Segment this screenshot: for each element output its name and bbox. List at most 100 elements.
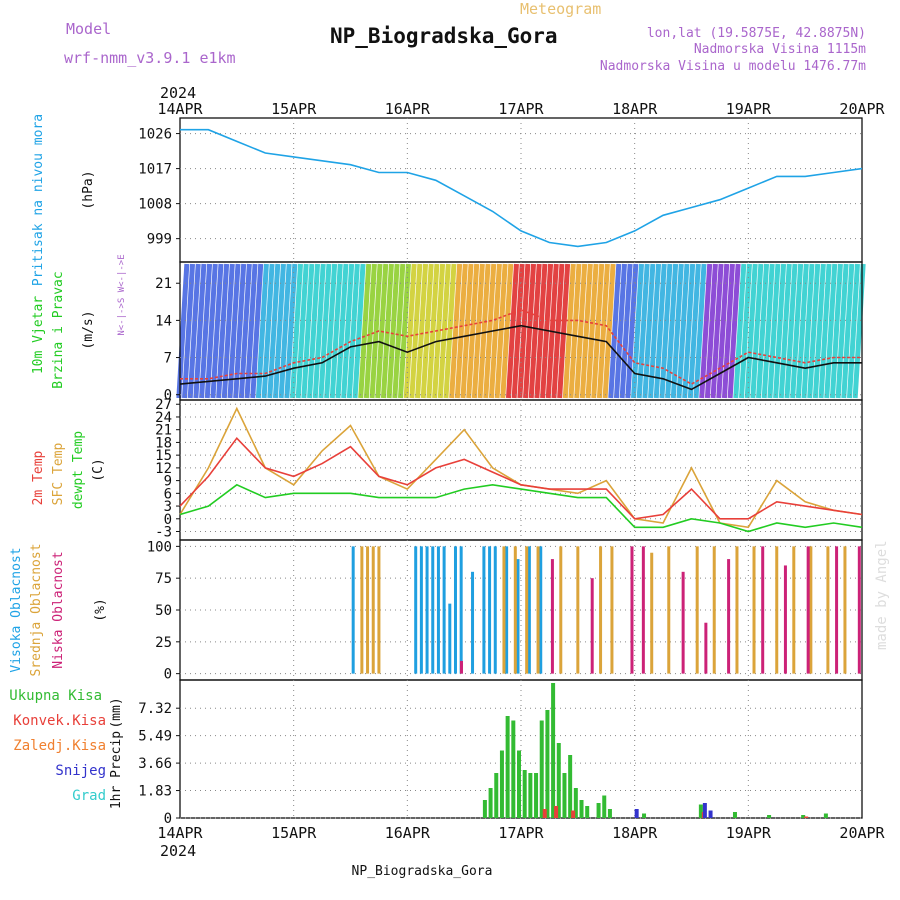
bar-mid	[599, 546, 603, 674]
wind-barb	[846, 263, 860, 399]
panel-frame	[179, 117, 863, 263]
bar-total	[698, 804, 703, 818]
wind-barb	[341, 263, 355, 399]
wind-barb	[665, 263, 679, 399]
bar-mid	[366, 546, 370, 674]
bar-mid	[360, 546, 364, 674]
wind-barb	[619, 263, 633, 399]
wind-barb	[420, 263, 434, 399]
bar-total	[551, 683, 556, 818]
wind-barb	[187, 263, 201, 399]
wind-barb	[255, 263, 269, 399]
bar-total	[823, 813, 828, 818]
bar-total	[488, 788, 493, 818]
ytick-label: 27	[155, 397, 172, 413]
model-label: Model	[66, 20, 111, 38]
bar-high	[431, 546, 435, 674]
wind-barb	[613, 263, 627, 399]
wind-barb	[562, 263, 576, 399]
wind-barb	[602, 263, 616, 399]
watermark: made by Angel	[874, 540, 890, 650]
bar-total	[528, 773, 533, 818]
wind-barb	[443, 263, 457, 399]
precip-ylabel: 1hr Precip	[109, 731, 124, 809]
pressure-ylabel: Pritisak na nivou mora	[31, 114, 46, 286]
wind-barb	[648, 263, 662, 399]
xtick-label-top: 18APR	[612, 100, 658, 118]
wind-barb	[579, 263, 593, 399]
bar-low	[590, 578, 594, 674]
wind-barb	[477, 263, 491, 399]
ytick-label: 0	[164, 811, 172, 827]
bar-low	[727, 559, 731, 674]
wind-barb	[795, 263, 809, 399]
ytick-label: 5.49	[138, 729, 172, 745]
wind-barb	[307, 263, 321, 399]
bar-low	[681, 571, 685, 674]
wind-barb	[778, 263, 792, 399]
wind-barb	[574, 263, 588, 399]
xtick-label-bottom: 18APR	[612, 824, 658, 842]
bar-total	[505, 716, 510, 818]
wind-barb	[193, 263, 207, 399]
ytick-label: 75	[155, 571, 172, 587]
bar-total	[517, 750, 521, 818]
wind-barb	[290, 263, 304, 399]
bar-total	[767, 815, 772, 818]
wind-barb	[670, 263, 684, 399]
bar-high	[351, 546, 355, 674]
wind-barb	[756, 263, 770, 399]
wind-barb	[437, 263, 451, 399]
temp-ylabel-2: SFC Temp	[51, 443, 66, 506]
temp-ylabel-3: dewpt Temp	[71, 431, 86, 509]
year-bottom: 2024	[160, 842, 196, 860]
lonlat-label: lon,lat (19.5875E, 42.8875N)	[647, 26, 866, 41]
bar-mid	[610, 546, 614, 674]
ytick-label: 100	[147, 539, 172, 555]
ytick-label: 0	[164, 667, 172, 683]
temp-unit: (C)	[91, 458, 106, 481]
series-line-gust	[180, 308, 862, 386]
cloud-ylabel-2: Srednja Oblacnost	[29, 543, 44, 676]
bar-total	[534, 773, 539, 818]
bar-mid	[826, 546, 830, 674]
wind-barb	[841, 263, 855, 399]
wind-barb	[358, 263, 372, 399]
wind-barb	[653, 263, 667, 399]
wind-barb	[704, 263, 718, 399]
bar-low	[761, 546, 765, 674]
bar-high	[505, 546, 509, 674]
wind-barb	[352, 263, 366, 399]
model-name: wrf-nmm_v3.9.1 e1km	[64, 49, 236, 67]
wind-barb	[790, 263, 804, 399]
wind-barb-field	[176, 263, 866, 399]
bar-mid	[371, 546, 375, 674]
wind-barb	[687, 263, 701, 399]
precip-legend-convective: Konvek.Kisa	[13, 713, 106, 729]
wind-barb	[346, 263, 360, 399]
bar-high	[482, 546, 486, 674]
precip-legend-graupel: Grad	[72, 788, 106, 804]
precip-legend-snow: Snijeg	[55, 763, 106, 779]
wind-barb	[432, 263, 446, 399]
wind-barb	[386, 263, 400, 399]
bar-snow	[708, 810, 713, 818]
bar-high	[414, 546, 418, 674]
panel-precip: 0 1.83 3.66 5.49 7.32	[138, 679, 863, 827]
bar-high	[471, 571, 475, 674]
bar-mid	[792, 546, 796, 674]
ytick-label: 6	[164, 486, 172, 502]
panel-wind: 0 7 14 21	[155, 261, 866, 404]
bar-mid	[650, 552, 654, 674]
wind-barb	[812, 263, 826, 399]
wind-barb	[659, 263, 673, 399]
wind-barb	[636, 263, 650, 399]
cloud-ylabel-3: Niska Oblacnost	[51, 551, 66, 668]
wind-barb	[505, 263, 519, 399]
bar-mid	[695, 546, 699, 674]
bar-total	[801, 815, 806, 818]
bar-low	[835, 546, 839, 674]
bar-low	[641, 546, 645, 674]
wind-barb	[204, 263, 218, 399]
